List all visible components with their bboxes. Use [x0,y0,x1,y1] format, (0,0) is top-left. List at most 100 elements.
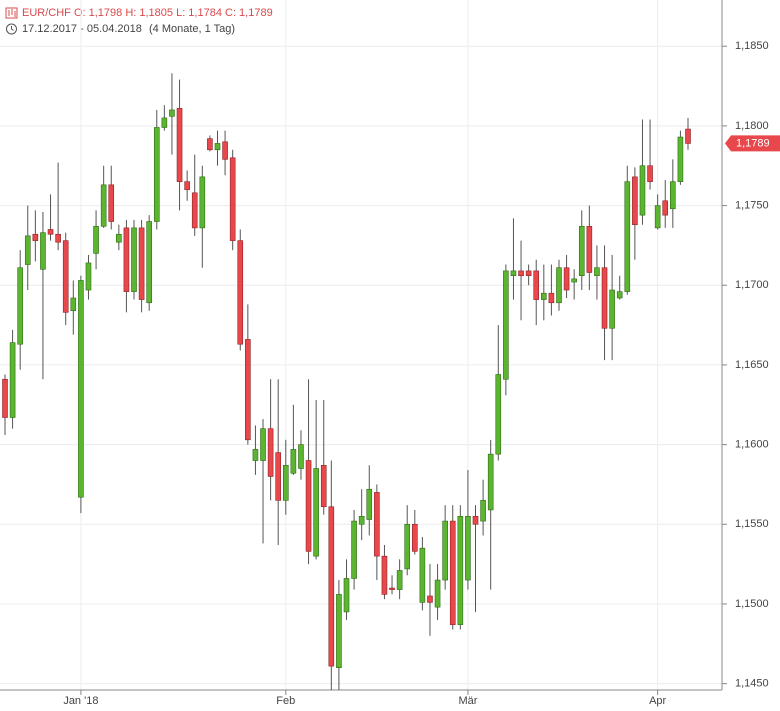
candle-body [503,270,509,380]
candle-body [199,176,206,229]
candle-body [252,449,259,461]
clock-icon [6,23,17,35]
candle-body [404,523,411,570]
date-range: 17.12.2017 - 05.04.2018 [22,23,142,35]
candle-body [138,227,145,300]
candle-body [457,516,464,625]
y-tick-label: 1,1650 [735,359,769,371]
candle-body [609,289,615,329]
candle-body [282,465,289,501]
candle-body [586,225,593,273]
candle-body [533,270,540,300]
candle-body [480,500,486,522]
candle-body [9,342,16,418]
candle-body [411,523,418,552]
y-tick-label: 1,1800 [735,120,769,132]
candle-body [495,374,502,455]
candle-body [313,468,319,557]
candle-body [207,138,213,151]
x-tick-label: Feb [276,695,295,707]
candle-body [184,181,190,190]
candle-body [389,587,395,590]
candle-body [434,579,441,608]
candle-body [176,108,183,182]
candle-body [578,225,585,276]
last-price-label: 1,1789 [736,137,770,149]
candle-body [47,229,54,235]
candle-body [616,291,623,299]
candle-body [525,270,532,276]
candle-body [374,492,380,557]
candle-body [419,547,426,603]
candle-body [146,221,152,304]
candle-body [229,157,236,241]
candle-body [563,267,570,291]
y-tick-label: 1,1700 [735,279,769,291]
candle-body [62,240,69,313]
candle-body [449,520,456,625]
y-tick-label: 1,1550 [735,518,769,530]
candle-body [70,297,77,312]
candle-body [548,292,555,304]
candle-body [100,184,107,227]
candle-body [487,453,494,511]
candle-body [108,184,115,222]
candle-body [639,165,646,216]
last-price-marker [725,135,780,152]
x-tick-label: Jan '18 [63,695,98,707]
candle-body [556,267,562,304]
candle-body [131,227,137,292]
x-tick-label: Apr [649,695,666,707]
candle-body [78,280,84,498]
candle-body [677,136,684,182]
candle-body [351,520,357,579]
candle-body [662,200,669,216]
candle-body [161,117,168,128]
candle-body [442,520,448,581]
candle-body [298,444,304,469]
candle-body [654,205,661,229]
candle-body [358,516,365,525]
y-tick-label: 1,1750 [735,199,769,211]
candle-body [624,181,631,292]
candle-body [93,225,99,254]
grid [0,0,722,690]
candle-body [518,270,524,276]
y-tick-label: 1,1500 [735,598,769,610]
x-tick-label: Mär [458,695,477,707]
date-range-note: (4 Monate, 1 Tag) [149,23,235,35]
candle-body [260,428,266,461]
candle-body [328,506,335,667]
candle-body [685,128,691,144]
candle-body [40,232,46,270]
y-tick-label: 1,1850 [735,40,769,52]
chart-icon [5,7,18,19]
candle-body [2,378,8,418]
chart-title: EUR/CHF O: 1,1798 H: 1,1805 L: 1,1784 C:… [22,7,273,19]
candle-body [55,233,61,243]
candle-body [191,192,198,229]
candle-body [601,267,608,329]
candle-body [116,233,122,243]
y-tick-label: 1,1450 [735,678,769,690]
candle-body [24,235,31,265]
candle-body [472,516,479,525]
candle-body [510,270,517,276]
candle-body [343,578,350,613]
candle-body [153,127,160,222]
candle-body [85,262,92,291]
candle-body [670,181,676,210]
candle-body [305,460,312,552]
candle-body [366,488,373,520]
candle-body [32,233,39,241]
candle-body [465,516,471,581]
candle-body [237,240,244,345]
candle-body [267,428,274,477]
candle-body [336,594,342,668]
candle-body [222,141,228,160]
candle-body [214,143,221,151]
y-tick-label: 1,1600 [735,439,769,451]
candle-body [541,292,547,300]
candle-body [427,595,433,603]
